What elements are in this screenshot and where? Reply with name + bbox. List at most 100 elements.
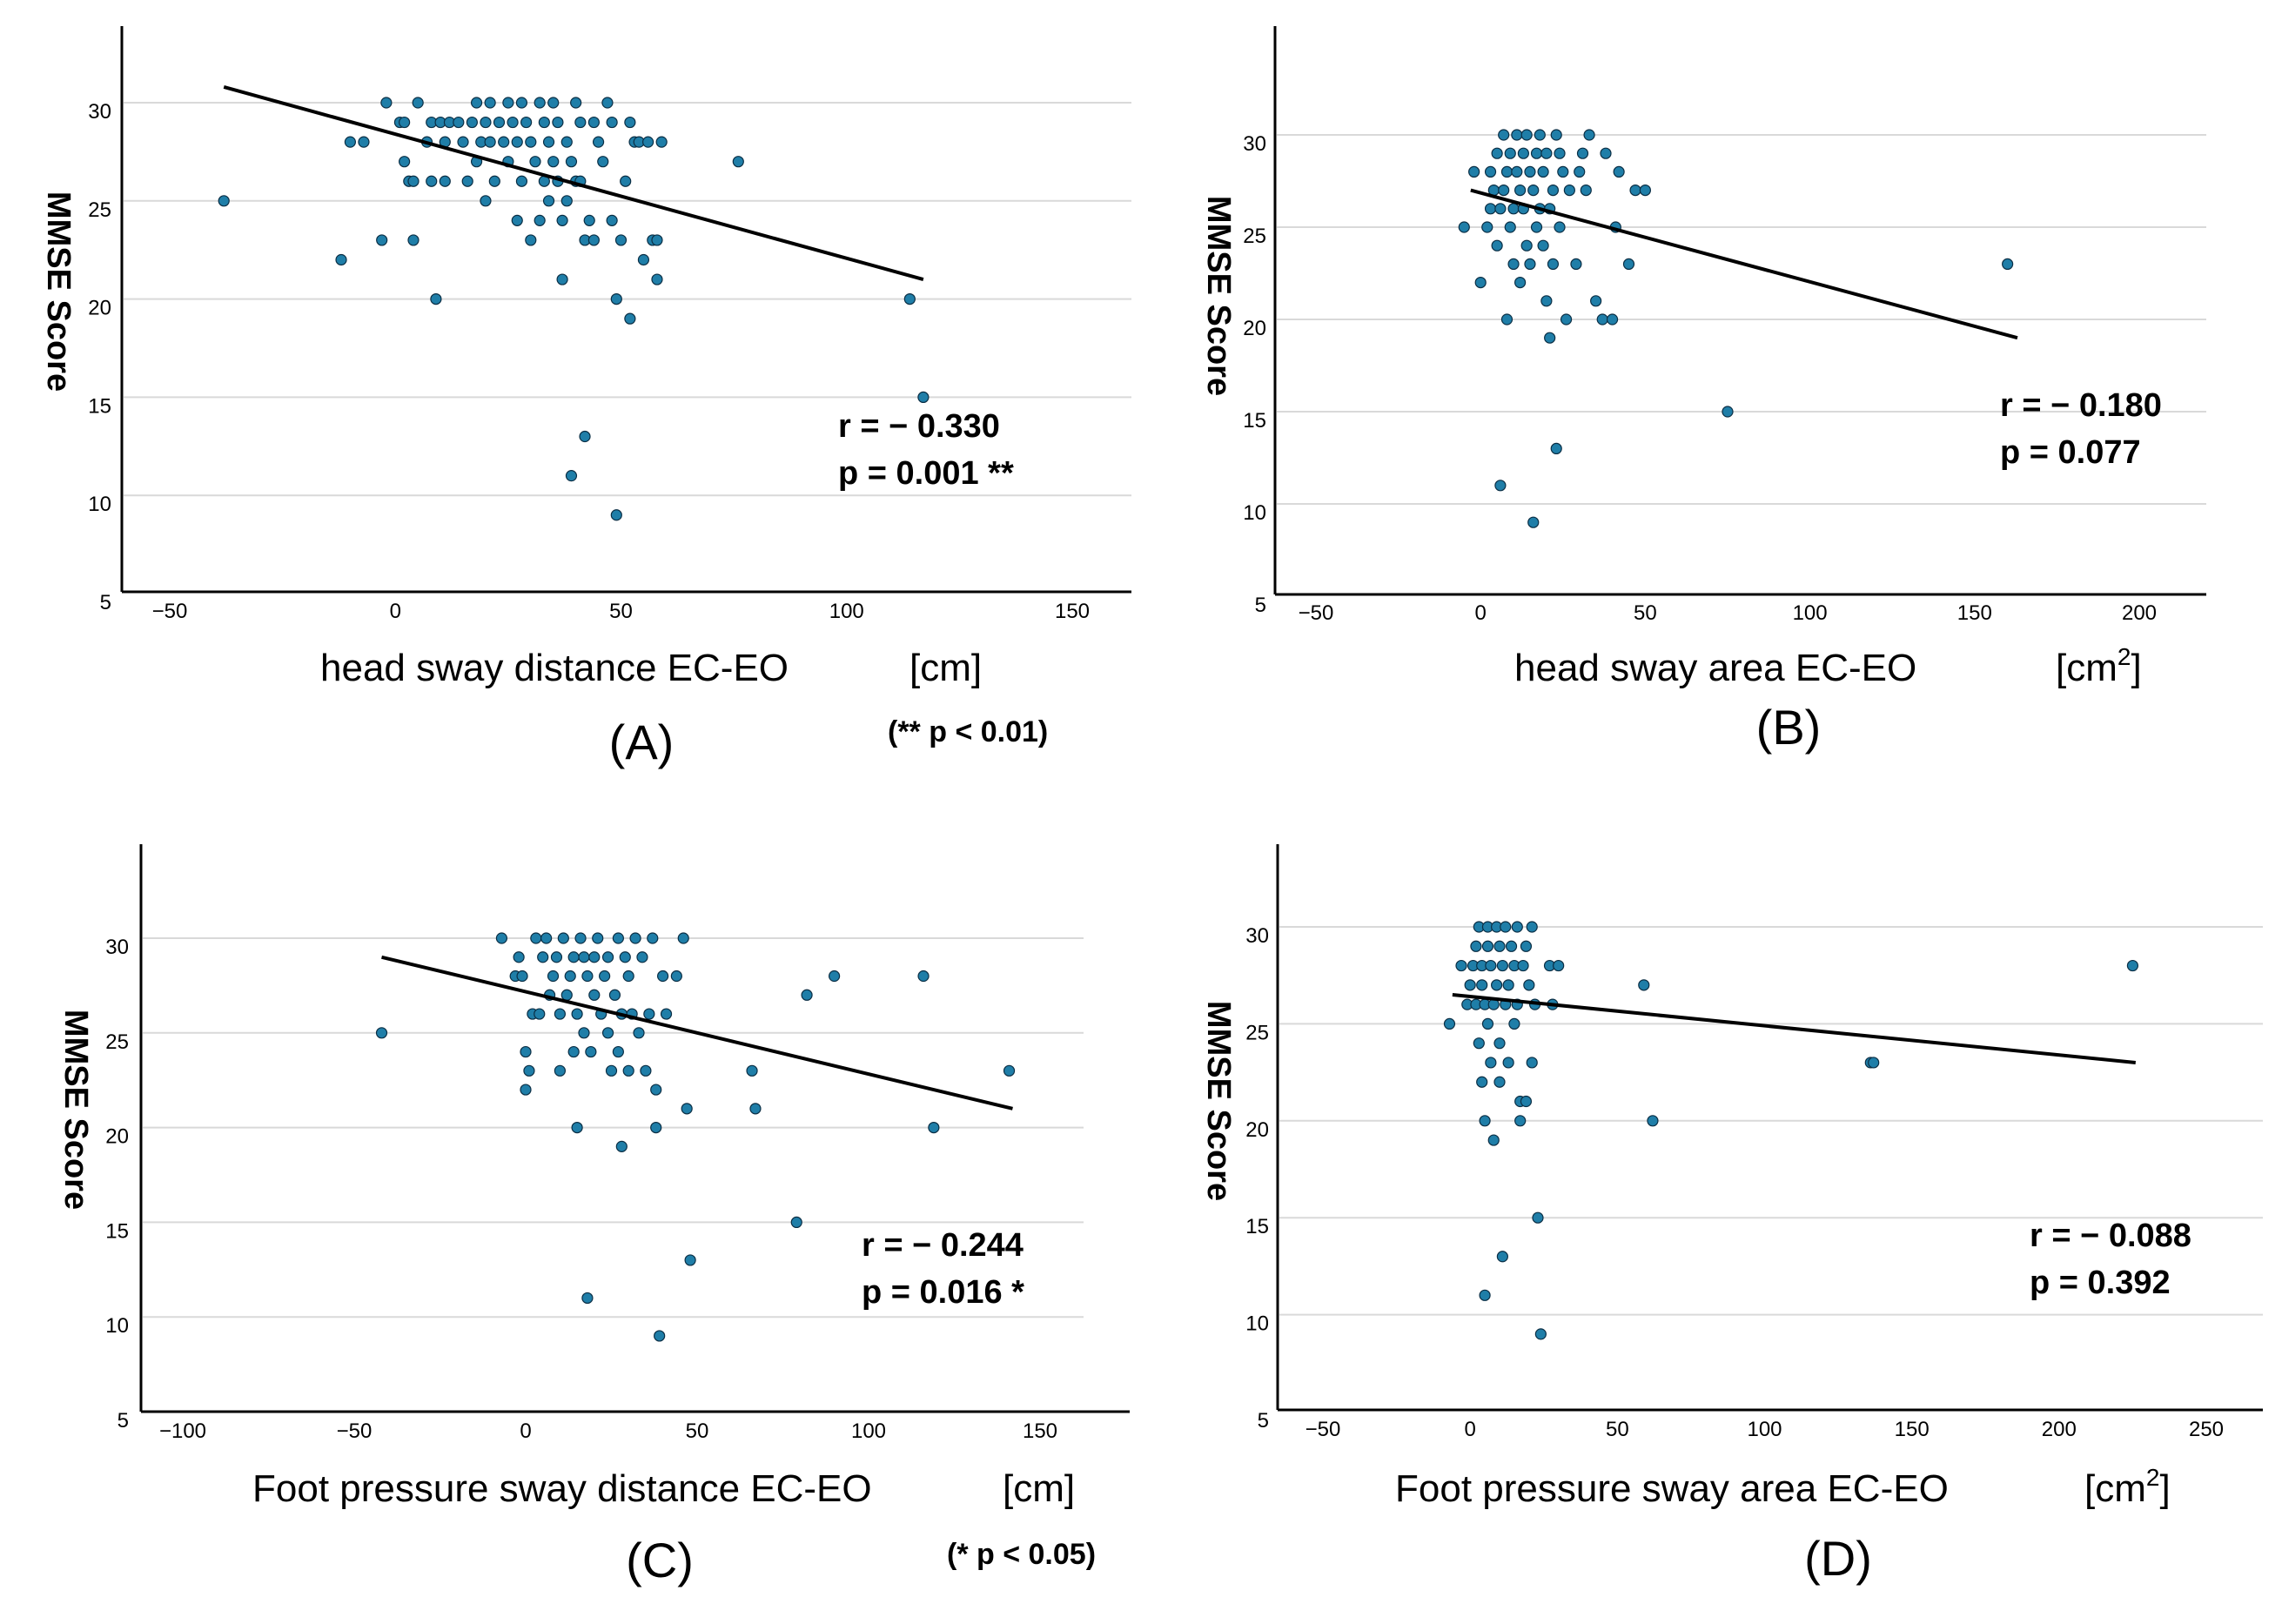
x-tick-labels: −100 −50 0 50 100 150 — [159, 1419, 1057, 1443]
data-point — [1504, 147, 1516, 159]
data-point — [552, 116, 564, 129]
data-point — [1517, 147, 1529, 159]
x-axis-unit: [cm2] — [2056, 643, 2142, 689]
data-point — [1484, 203, 1497, 215]
y-axis-label: MMSE Score — [1200, 196, 1237, 396]
data-point — [1606, 313, 1619, 325]
data-point — [1563, 185, 1575, 197]
data-point — [624, 312, 636, 325]
data-point — [1534, 1328, 1547, 1340]
data-point — [511, 136, 523, 148]
data-point — [1481, 221, 1493, 233]
data-point — [560, 989, 573, 1001]
data-point — [399, 156, 411, 168]
data-point — [358, 136, 370, 148]
y-tick-label: 10 — [1245, 1312, 1269, 1336]
data-point — [587, 116, 600, 129]
x-tick-label: 0 — [390, 600, 401, 623]
data-point — [534, 214, 546, 226]
data-point — [542, 195, 555, 207]
data-point — [578, 1027, 590, 1039]
panel-a: 5 10 15 20 25 30 −50 0 50 100 150 MMSE Score head… — [40, 26, 1131, 769]
data-point — [480, 116, 492, 129]
data-point — [903, 293, 916, 305]
data-point — [515, 97, 528, 109]
x-tick-label: 100 — [1747, 1418, 1782, 1441]
data-point — [588, 989, 601, 1001]
data-point — [651, 273, 663, 285]
data-point — [560, 136, 573, 148]
data-point — [1507, 203, 1520, 215]
data-point — [1547, 185, 1560, 197]
y-tick-label: 25 — [88, 198, 111, 222]
data-point — [1496, 959, 1508, 972]
data-point — [732, 156, 744, 168]
data-point — [578, 951, 590, 963]
data-point — [542, 136, 555, 148]
data-point — [928, 1121, 940, 1134]
data-point — [1537, 239, 1549, 252]
data-point — [488, 175, 500, 187]
data-point — [547, 156, 560, 168]
data-point — [1504, 221, 1516, 233]
data-point — [1583, 129, 1595, 141]
data-point — [629, 932, 641, 944]
data-point — [1481, 940, 1494, 952]
data-point — [1507, 258, 1520, 270]
stat-r: r = − 0.330 — [838, 408, 1000, 445]
data-point — [537, 951, 549, 963]
data-point — [554, 1008, 567, 1020]
data-point — [480, 195, 492, 207]
data-point — [636, 951, 648, 963]
data-point — [439, 175, 451, 187]
y-tick-labels: 5 10 15 20 25 30 — [1245, 924, 1269, 1433]
regression-line — [381, 955, 1013, 1111]
data-point — [650, 1084, 662, 1096]
data-point — [1514, 277, 1527, 289]
data-point — [660, 1008, 673, 1020]
data-point — [1540, 295, 1553, 307]
data-point — [344, 136, 356, 148]
data-point — [749, 1103, 762, 1115]
data-point — [554, 1064, 567, 1077]
data-point — [581, 1292, 594, 1305]
data-point — [571, 1008, 583, 1020]
data-point — [1557, 165, 1569, 178]
data-point — [2002, 258, 2014, 270]
data-point — [1458, 221, 1470, 233]
data-point — [564, 970, 576, 983]
data-point — [601, 951, 614, 963]
y-tick-label: 10 — [105, 1314, 129, 1338]
data-point — [1520, 239, 1533, 252]
data-point — [502, 97, 514, 109]
regression-line — [223, 85, 924, 281]
data-point — [538, 116, 550, 129]
panel-label: (A) — [609, 715, 675, 769]
stat-r: r = − 0.088 — [2030, 1218, 2191, 1254]
data-point — [1629, 185, 1641, 197]
panel-label: (C) — [626, 1533, 694, 1587]
data-point — [1498, 185, 1510, 197]
data-point — [1473, 1037, 1485, 1050]
stat-r: r = − 0.244 — [862, 1227, 1024, 1264]
data-point — [1520, 940, 1533, 952]
data-point — [376, 234, 388, 246]
data-point — [1500, 165, 1514, 178]
y-tick-label: 20 — [88, 297, 111, 320]
data-point — [1494, 203, 1507, 215]
stat-p: p = 0.016 * — [862, 1274, 1024, 1311]
data-point — [547, 970, 560, 983]
x-tick-label: 0 — [520, 1419, 531, 1443]
data-point — [407, 175, 419, 187]
significance-note: (* p < 0.05) — [947, 1538, 1096, 1571]
data-point — [484, 136, 496, 148]
data-point — [1868, 1057, 1880, 1069]
data-point — [681, 1103, 693, 1115]
data-point — [1468, 165, 1480, 178]
data-point — [1580, 185, 1592, 197]
data-point — [565, 156, 578, 168]
data-point — [643, 1008, 655, 1020]
y-tick-label: 10 — [88, 493, 111, 516]
data-point — [520, 116, 533, 129]
data-point — [1474, 277, 1487, 289]
